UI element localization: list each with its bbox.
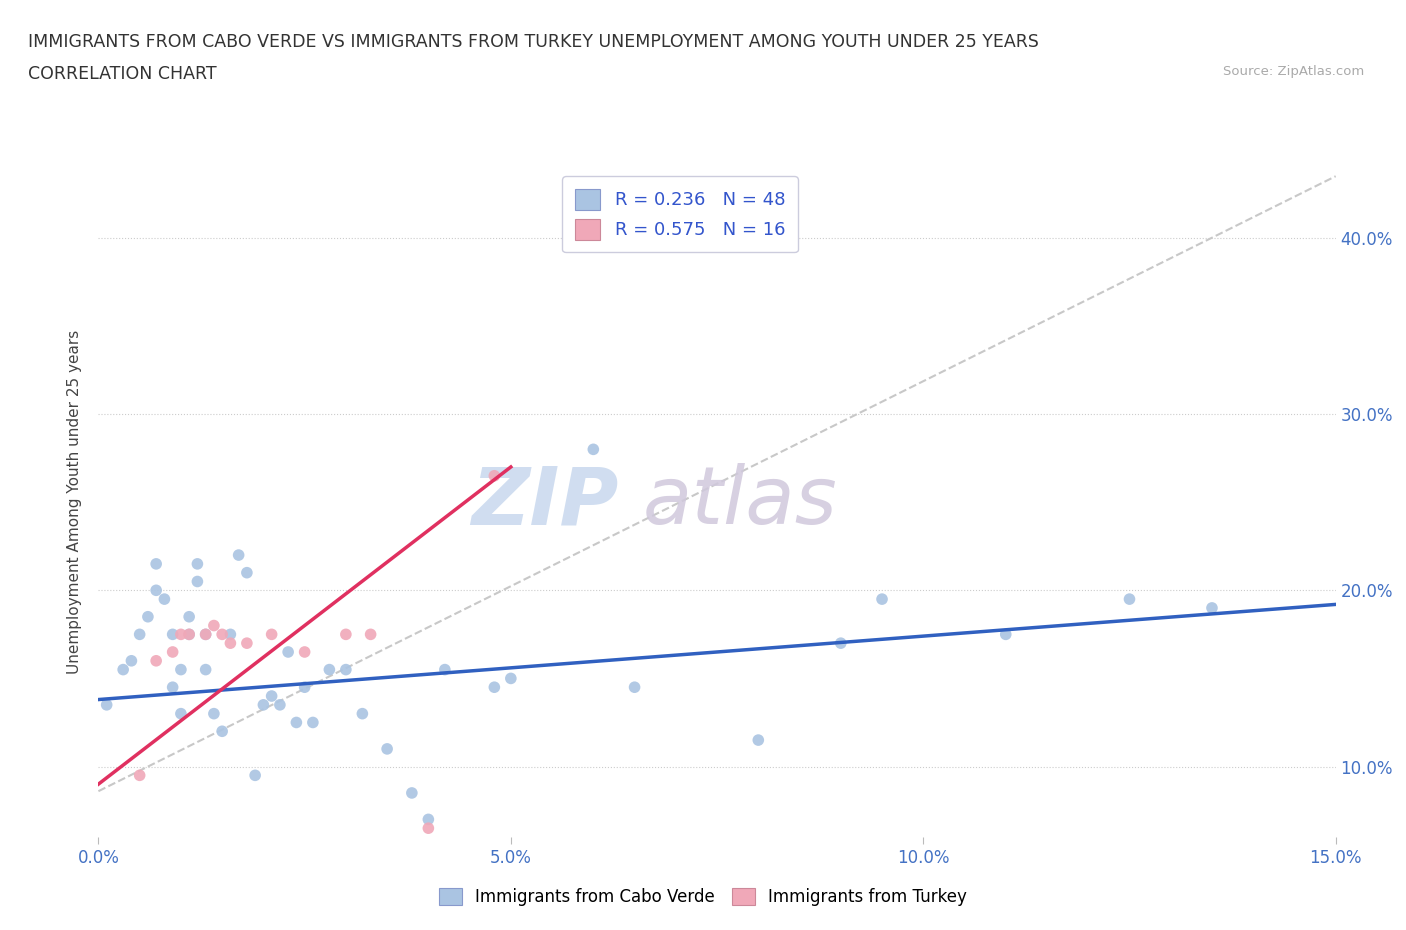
Point	[277, 644, 299, 659]
Point	[202, 706, 225, 721]
Point	[484, 680, 506, 695]
Point	[162, 644, 184, 659]
Point	[219, 627, 242, 642]
Text: ZIP: ZIP	[471, 463, 619, 541]
Point	[269, 698, 291, 712]
Point	[162, 680, 184, 695]
Point	[499, 671, 522, 685]
Point	[582, 442, 605, 457]
Text: Source: ZipAtlas.com: Source: ZipAtlas.com	[1223, 65, 1364, 78]
Point	[747, 733, 769, 748]
Point	[1201, 601, 1223, 616]
Point	[401, 786, 423, 801]
Point	[260, 627, 283, 642]
Point	[128, 768, 150, 783]
Point	[302, 715, 325, 730]
Point	[170, 662, 193, 677]
Point	[145, 654, 167, 669]
Point	[170, 706, 193, 721]
Point	[194, 662, 217, 677]
Point	[994, 627, 1017, 642]
Text: atlas: atlas	[643, 463, 838, 541]
Point	[136, 609, 159, 624]
Point	[162, 627, 184, 642]
Point	[352, 706, 374, 721]
Point	[236, 636, 259, 651]
Point	[179, 627, 201, 642]
Point	[170, 627, 193, 642]
Point	[243, 768, 266, 783]
Point	[96, 698, 118, 712]
Point	[179, 609, 201, 624]
Point	[145, 556, 167, 571]
Point	[112, 662, 135, 677]
Point	[186, 556, 208, 571]
Point	[418, 812, 440, 827]
Point	[335, 662, 357, 677]
Point	[211, 627, 233, 642]
Point	[228, 548, 250, 563]
Point	[360, 627, 382, 642]
Point	[285, 715, 308, 730]
Point	[219, 636, 242, 651]
Legend: Immigrants from Cabo Verde, Immigrants from Turkey: Immigrants from Cabo Verde, Immigrants f…	[432, 881, 974, 912]
Text: IMMIGRANTS FROM CABO VERDE VS IMMIGRANTS FROM TURKEY UNEMPLOYMENT AMONG YOUTH UN: IMMIGRANTS FROM CABO VERDE VS IMMIGRANTS…	[28, 33, 1039, 50]
Point	[194, 627, 217, 642]
Point	[186, 574, 208, 589]
Point	[194, 627, 217, 642]
Point	[484, 469, 506, 484]
Point	[202, 618, 225, 633]
Point	[294, 680, 316, 695]
Point	[252, 698, 274, 712]
Text: CORRELATION CHART: CORRELATION CHART	[28, 65, 217, 83]
Point	[623, 680, 645, 695]
Point	[128, 627, 150, 642]
Point	[870, 591, 893, 606]
Point	[335, 627, 357, 642]
Point	[294, 644, 316, 659]
Point	[236, 565, 259, 580]
Point	[145, 583, 167, 598]
Point	[120, 654, 142, 669]
Y-axis label: Unemployment Among Youth under 25 years: Unemployment Among Youth under 25 years	[67, 330, 83, 674]
Point	[179, 627, 201, 642]
Point	[418, 821, 440, 836]
Point	[830, 636, 852, 651]
Point	[1118, 591, 1140, 606]
Point	[260, 688, 283, 703]
Point	[318, 662, 340, 677]
Point	[153, 591, 176, 606]
Point	[375, 741, 398, 756]
Point	[211, 724, 233, 738]
Legend: R = 0.236   N = 48, R = 0.575   N = 16: R = 0.236 N = 48, R = 0.575 N = 16	[562, 177, 797, 252]
Point	[433, 662, 456, 677]
